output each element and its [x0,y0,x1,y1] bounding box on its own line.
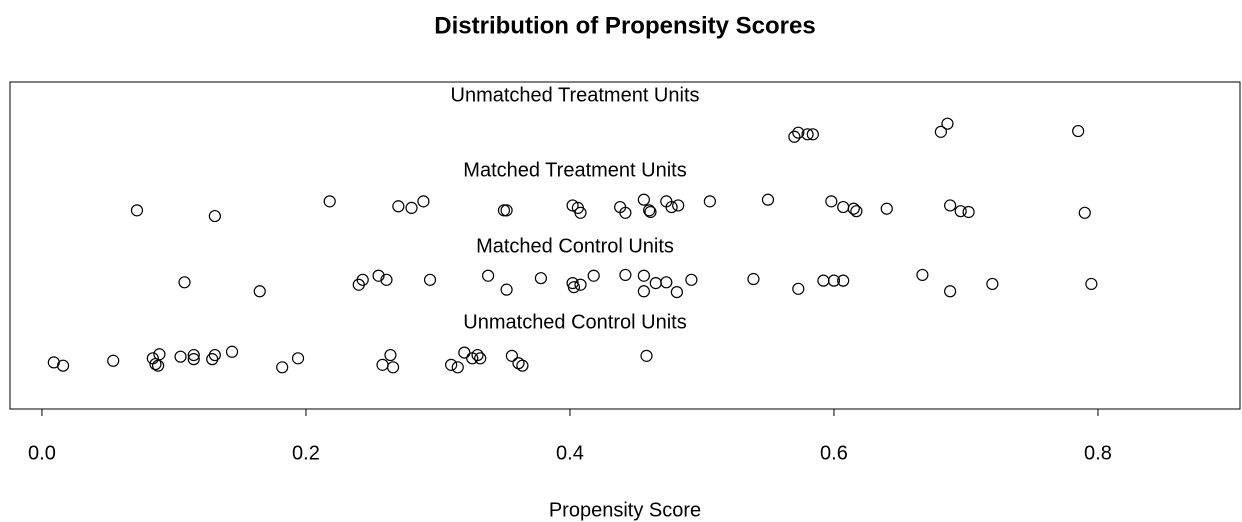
point [458,346,471,359]
point [574,278,587,291]
point [986,277,999,291]
chart-title: Distribution of Propensity Scores [434,12,815,39]
x-tick-label: 0.8 [1084,442,1112,464]
point [187,348,200,362]
point [392,200,405,213]
point [500,283,513,296]
point [505,349,518,362]
point [534,272,548,285]
point [672,199,685,212]
group-label: Unmatched Treatment Units [451,84,700,106]
point [619,206,632,219]
point [253,285,266,298]
point [372,269,385,282]
point [941,117,954,130]
point [944,285,957,298]
point [944,199,957,212]
group-label: Unmatched Control Units [463,311,686,333]
point [384,348,397,362]
point [788,130,801,143]
x-tick-label: 0.6 [820,442,848,464]
point [962,205,975,219]
point [174,350,187,363]
point [801,128,814,141]
point [482,269,495,282]
point [497,204,511,217]
x-axis-label: Propensity Score [549,499,701,521]
point [637,269,650,282]
point [817,274,830,287]
point [827,274,841,287]
point [574,206,587,219]
point [837,200,850,214]
point [954,205,967,218]
point [130,204,144,217]
x-tick-label: 0.2 [292,442,320,464]
point [747,272,760,286]
point [107,354,120,367]
point [792,126,805,139]
plot-box [9,81,1241,410]
point [471,348,484,362]
point [640,349,653,362]
point [685,273,698,286]
point [1078,206,1091,219]
point [850,205,863,218]
point [323,195,336,208]
point [660,276,673,289]
point [356,273,369,286]
group-label: Matched Treatment Units [463,159,686,181]
point [56,359,70,372]
point [451,361,464,374]
point [847,202,860,215]
point [916,268,929,282]
point [380,273,393,286]
point [225,345,239,358]
point [516,359,529,372]
point [837,274,850,287]
point [405,201,418,214]
group-label: Matched Control Units [476,235,674,257]
point [1072,124,1085,138]
point [376,358,389,371]
point [500,204,513,217]
point [512,357,525,370]
point [665,200,678,214]
point [880,202,893,215]
point [187,353,200,366]
point [474,352,487,365]
point [825,195,838,208]
point [417,195,430,208]
point [649,277,662,290]
point [670,285,683,299]
point [206,353,219,366]
point [386,361,400,374]
point [208,209,221,223]
point [644,205,657,219]
point [1085,277,1098,291]
point [587,269,600,282]
x-tick-label: 0.4 [556,442,584,464]
point [178,276,191,289]
point [806,128,819,141]
point [276,361,289,374]
point [423,273,437,286]
point [445,358,458,371]
point [291,352,305,365]
point [703,195,716,208]
point [792,282,805,295]
point [619,268,632,282]
point [637,193,650,206]
point [761,193,775,206]
point [208,348,221,362]
point [934,125,947,138]
point [637,285,650,298]
point [567,281,581,294]
point [643,204,656,217]
point [153,348,166,361]
x-tick-label: 0.0 [28,442,56,464]
